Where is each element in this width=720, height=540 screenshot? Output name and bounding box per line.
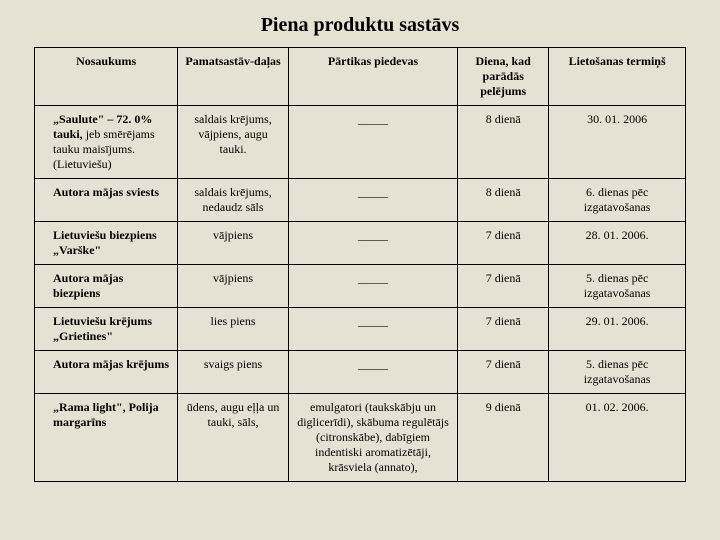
cell-day: 7 dienā <box>458 265 549 308</box>
cell-term: 28. 01. 2006. <box>549 222 686 265</box>
table-row: Lietuviešu biezpiens „Varške"vājpiens___… <box>35 222 686 265</box>
table-row: „Rama light", Polija margarīnsūdens, aug… <box>35 394 686 482</box>
cell-day: 7 dienā <box>458 222 549 265</box>
cell-name: Lietuviešu biezpiens „Varške" <box>35 222 178 265</box>
cell-comp: saldais krējums, nedaudz sāls <box>178 179 289 222</box>
cell-comp: saldais krējums, vājpiens, augu tauki. <box>178 106 289 179</box>
cell-comp: vājpiens <box>178 265 289 308</box>
cell-term: 29. 01. 2006. <box>549 308 686 351</box>
composition-table: Nosaukums Pamatsastāv-daļas Pārtikas pie… <box>34 47 686 482</box>
cell-term: 01. 02. 2006. <box>549 394 686 482</box>
cell-day: 7 dienā <box>458 308 549 351</box>
cell-add: _____ <box>288 265 457 308</box>
cell-add: emulgatori (taukskābju un diglicerīdi), … <box>288 394 457 482</box>
cell-add: _____ <box>288 351 457 394</box>
page: Piena produktu sastāvs Nosaukums Pamatsa… <box>0 0 720 540</box>
cell-name: Lietuviešu krējums „Grietines" <box>35 308 178 351</box>
page-title: Piena produktu sastāvs <box>34 14 686 37</box>
cell-term: 5. dienas pēc izgatavošanas <box>549 351 686 394</box>
header-term: Lietošanas termiņš <box>549 48 686 106</box>
header-day: Diena, kad parādās pelējums <box>458 48 549 106</box>
cell-add: _____ <box>288 222 457 265</box>
cell-name: Autora mājas sviests <box>35 179 178 222</box>
header-add: Pārtikas piedevas <box>288 48 457 106</box>
header-name: Nosaukums <box>35 48 178 106</box>
cell-add: _____ <box>288 179 457 222</box>
cell-comp: svaigs piens <box>178 351 289 394</box>
table-row: „Saulute" – 72. 0% tauki, jeb smērējams … <box>35 106 686 179</box>
cell-day: 9 dienā <box>458 394 549 482</box>
cell-comp: lies piens <box>178 308 289 351</box>
table-row: Autora mājas sviestssaldais krējums, ned… <box>35 179 686 222</box>
cell-comp: vājpiens <box>178 222 289 265</box>
cell-term: 30. 01. 2006 <box>549 106 686 179</box>
cell-name: „Saulute" – 72. 0% tauki, jeb smērējams … <box>35 106 178 179</box>
cell-day: 8 dienā <box>458 179 549 222</box>
cell-day: 8 dienā <box>458 106 549 179</box>
header-comp: Pamatsastāv-daļas <box>178 48 289 106</box>
cell-term: 5. dienas pēc izgatavošanas <box>549 265 686 308</box>
table-row: Lietuviešu krējums „Grietines"lies piens… <box>35 308 686 351</box>
cell-add: _____ <box>288 308 457 351</box>
cell-name: Autora mājas biezpiens <box>35 265 178 308</box>
cell-name: Autora mājas krējums <box>35 351 178 394</box>
cell-name: „Rama light", Polija margarīns <box>35 394 178 482</box>
table-row: Autora mājas biezpiensvājpiens_____7 die… <box>35 265 686 308</box>
cell-comp: ūdens, augu eļļa un tauki, sāls, <box>178 394 289 482</box>
table-header-row: Nosaukums Pamatsastāv-daļas Pārtikas pie… <box>35 48 686 106</box>
cell-term: 6. dienas pēc izgatavošanas <box>549 179 686 222</box>
cell-day: 7 dienā <box>458 351 549 394</box>
table-row: Autora mājas krējumssvaigs piens_____7 d… <box>35 351 686 394</box>
cell-add: _____ <box>288 106 457 179</box>
